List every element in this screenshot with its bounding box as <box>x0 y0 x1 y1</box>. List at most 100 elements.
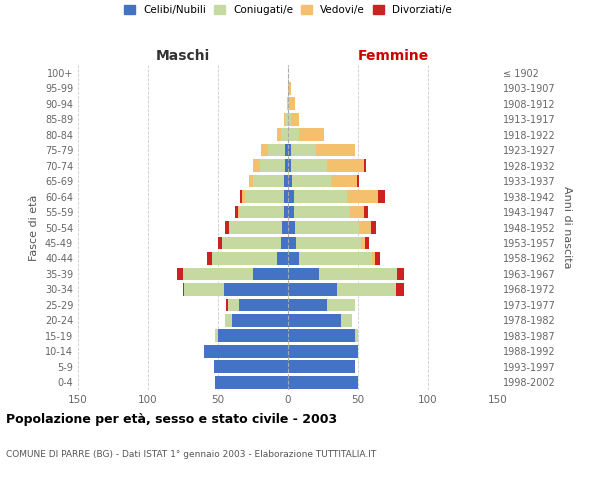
Bar <box>288 314 341 326</box>
Bar <box>337 283 396 296</box>
Bar <box>212 252 277 265</box>
Bar <box>284 174 288 188</box>
Bar <box>292 174 331 188</box>
Bar <box>355 330 358 342</box>
Bar <box>239 298 288 311</box>
Text: Popolazione per età, sesso e stato civile - 2003: Popolazione per età, sesso e stato civil… <box>6 412 337 426</box>
Bar <box>228 298 239 311</box>
Bar <box>262 144 268 156</box>
Bar <box>288 252 299 265</box>
Bar <box>214 360 288 373</box>
Bar <box>365 236 369 250</box>
Bar <box>364 206 368 218</box>
Bar <box>288 113 291 126</box>
Bar <box>285 113 288 126</box>
Text: Femmine: Femmine <box>358 48 428 62</box>
Bar <box>319 268 397 280</box>
Legend: Celibi/Nubili, Coniugati/e, Vedovi/e, Divorziati/e: Celibi/Nubili, Coniugati/e, Vedovi/e, Di… <box>124 5 452 15</box>
Bar <box>291 144 316 156</box>
Bar <box>253 174 284 188</box>
Bar <box>288 236 296 250</box>
Bar <box>288 360 355 373</box>
Bar <box>215 330 218 342</box>
Bar <box>288 144 291 156</box>
Bar <box>207 252 212 265</box>
Bar <box>225 221 229 234</box>
Bar <box>327 298 355 311</box>
Bar <box>375 252 380 265</box>
Bar <box>288 174 292 188</box>
Bar <box>372 252 375 265</box>
Bar <box>288 283 337 296</box>
Bar <box>284 113 285 126</box>
Text: COMUNE DI PARRE (BG) - Dati ISTAT 1° gennaio 2003 - Elaborazione TUTTITALIA.IT: COMUNE DI PARRE (BG) - Dati ISTAT 1° gen… <box>6 450 376 459</box>
Bar <box>288 206 293 218</box>
Bar <box>347 190 377 203</box>
Bar <box>245 190 284 203</box>
Bar <box>281 236 288 250</box>
Bar <box>238 206 239 218</box>
Bar <box>225 314 232 326</box>
Bar <box>253 268 288 280</box>
Bar <box>288 330 355 342</box>
Bar <box>249 174 253 188</box>
Y-axis label: Fasce di età: Fasce di età <box>29 194 39 260</box>
Bar <box>327 159 364 172</box>
Bar <box>341 314 352 326</box>
Bar <box>277 128 281 141</box>
Bar <box>288 190 293 203</box>
Bar <box>356 174 359 188</box>
Bar <box>183 283 184 296</box>
Bar <box>218 236 222 250</box>
Bar <box>224 283 288 296</box>
Bar <box>293 190 347 203</box>
Bar <box>235 206 238 218</box>
Bar <box>239 206 284 218</box>
Bar <box>288 128 299 141</box>
Bar <box>241 190 242 203</box>
Bar <box>350 206 364 218</box>
Bar <box>184 283 224 296</box>
Bar <box>296 236 361 250</box>
Bar <box>331 174 356 188</box>
Bar <box>293 206 350 218</box>
Bar <box>277 252 288 265</box>
Bar <box>288 221 295 234</box>
Bar <box>361 236 365 250</box>
Bar <box>288 159 291 172</box>
Bar <box>222 236 281 250</box>
Bar <box>232 314 288 326</box>
Bar <box>371 221 376 234</box>
Bar <box>253 159 260 172</box>
Bar <box>242 190 245 203</box>
Y-axis label: Anni di nascita: Anni di nascita <box>562 186 572 269</box>
Bar <box>288 345 358 358</box>
Bar <box>218 330 288 342</box>
Bar <box>291 113 299 126</box>
Bar <box>316 144 355 156</box>
Bar <box>215 376 288 388</box>
Bar <box>288 298 327 311</box>
Text: Maschi: Maschi <box>156 48 210 62</box>
Bar <box>289 98 295 110</box>
Bar <box>287 98 288 110</box>
Bar <box>260 159 285 172</box>
Bar <box>396 283 404 296</box>
Bar <box>284 190 288 203</box>
Bar <box>178 268 183 280</box>
Bar <box>288 82 291 94</box>
Bar <box>288 268 319 280</box>
Bar <box>285 144 288 156</box>
Bar <box>283 221 288 234</box>
Bar <box>204 345 288 358</box>
Bar <box>229 221 283 234</box>
Bar <box>285 159 288 172</box>
Bar <box>281 128 288 141</box>
Bar <box>288 98 289 110</box>
Bar <box>364 159 367 172</box>
Bar <box>268 144 285 156</box>
Bar <box>284 206 288 218</box>
Bar <box>288 376 358 388</box>
Bar <box>359 221 371 234</box>
Bar <box>299 128 325 141</box>
